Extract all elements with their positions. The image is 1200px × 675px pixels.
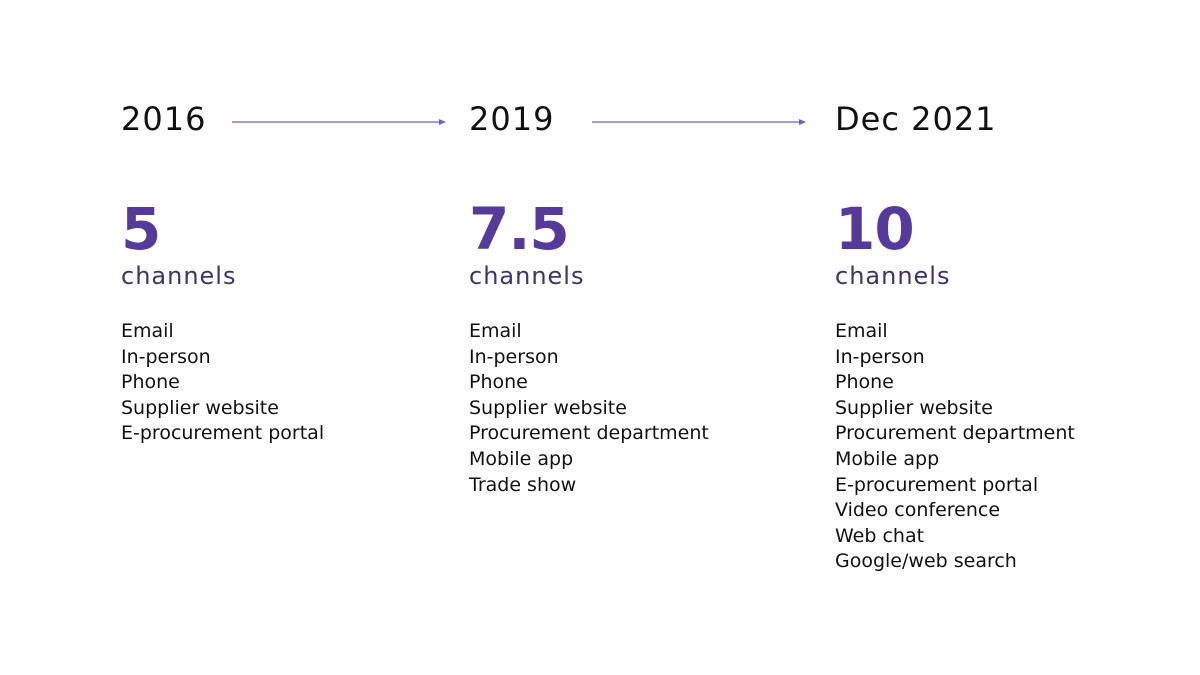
channel-count-unit: channels — [469, 262, 585, 290]
channel-item: Web chat — [835, 524, 925, 547]
year-label: 2016 — [121, 100, 207, 138]
channel-count: 7.5 — [469, 195, 570, 263]
channel-item: In-person — [469, 345, 559, 368]
channel-item: Mobile app — [835, 447, 940, 470]
channel-item: Email — [835, 320, 888, 342]
channel-item: In-person — [835, 345, 925, 368]
year-label: Dec 2021 — [835, 100, 997, 138]
channel-item: Supplier website — [121, 396, 279, 419]
channel-item: Phone — [469, 371, 528, 394]
channel-list: Email In-person Phone Supplier website P… — [469, 319, 709, 498]
channel-item: E-procurement portal — [121, 422, 325, 445]
channel-item: In-person — [121, 345, 211, 368]
channel-count-unit: channels — [835, 262, 951, 290]
timeline-arrow-icon — [592, 119, 806, 125]
channel-item: Email — [121, 320, 174, 342]
channel-item: Email — [469, 320, 522, 342]
channel-count: 5 — [121, 195, 161, 263]
channel-item: E-procurement portal — [835, 473, 1039, 496]
channel-item: Procurement department — [469, 422, 709, 445]
channel-item: Phone — [835, 371, 894, 394]
channel-item: Supplier website — [835, 396, 993, 419]
channel-count: 10 — [835, 195, 915, 263]
channel-item: Video conference — [835, 499, 1001, 522]
channel-item: Trade show — [469, 473, 577, 496]
channel-item: Supplier website — [469, 396, 627, 419]
year-label: 2019 — [469, 100, 555, 138]
timeline-arrow-icon — [232, 119, 446, 125]
channel-item: Phone — [121, 371, 180, 394]
channel-item: Google/web search — [835, 550, 1017, 573]
channel-item: Procurement department — [835, 422, 1075, 445]
channel-list: Email In-person Phone Supplier website E… — [121, 319, 324, 447]
channel-count-unit: channels — [121, 262, 237, 290]
channel-list: Email In-person Phone Supplier website P… — [835, 319, 1075, 575]
channel-item: Mobile app — [469, 447, 574, 470]
